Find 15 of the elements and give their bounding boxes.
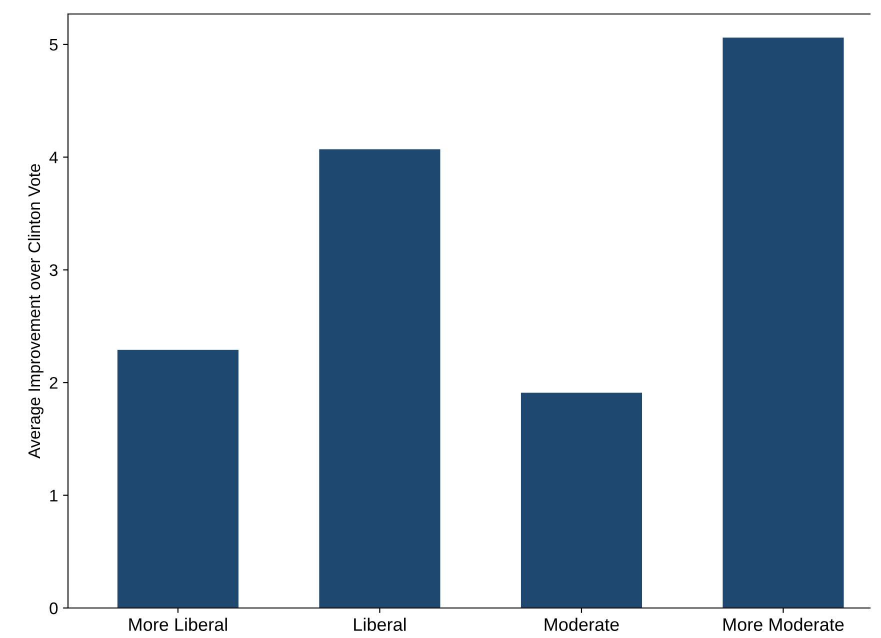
- x-tick-label: Liberal: [354, 618, 406, 631]
- x-tick-label: Moderate: [544, 618, 619, 631]
- x-tick-label: More Moderate: [724, 618, 844, 631]
- y-tick-label: 3: [50, 264, 58, 276]
- bar: [117, 350, 238, 608]
- bar: [319, 149, 440, 608]
- x-tick-label: More Liberal: [129, 618, 227, 631]
- bar: [722, 38, 844, 608]
- bar: [520, 392, 642, 608]
- y-tick-label: 0: [50, 602, 58, 614]
- y-axis-title: Average Improvement over Clinton Vote: [28, 164, 44, 459]
- y-tick-label: 5: [50, 39, 58, 51]
- y-tick-label: 4: [49, 152, 58, 164]
- y-tick-label: 1: [50, 490, 58, 502]
- y-tick-label: 2: [50, 376, 58, 389]
